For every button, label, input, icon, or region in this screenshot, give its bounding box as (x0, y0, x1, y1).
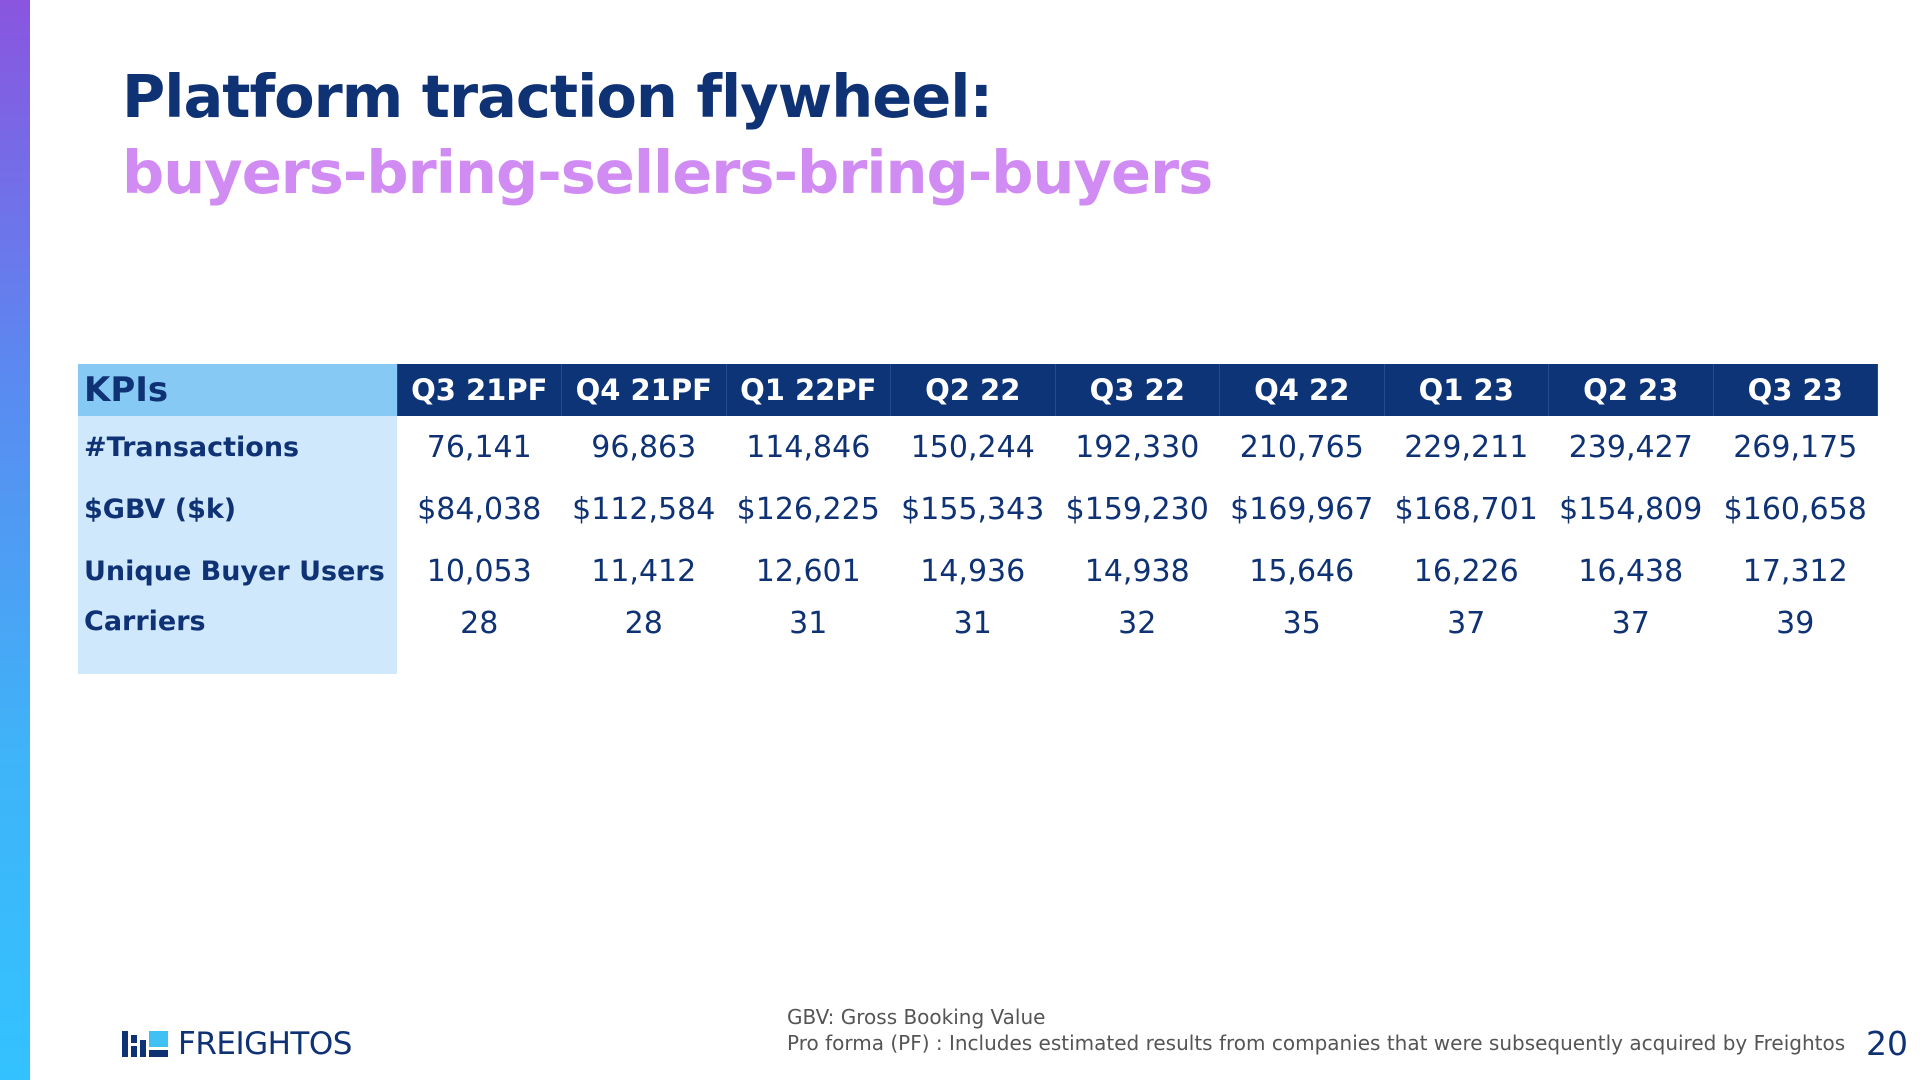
table-cell: 28 (624, 606, 663, 641)
table-cell: 114,846 (746, 429, 871, 465)
table-cell: 239,427 (1568, 429, 1693, 465)
table-row-transactions: #Transactions 76,141 96,863 114,846 150,… (78, 416, 1878, 478)
slide-title: Platform traction flywheel: (122, 62, 993, 131)
table-row-gbv: $GBV ($k) $84,038 $112,584 $126,225 $155… (78, 478, 1878, 540)
kpi-header-cell: KPIs (78, 364, 398, 416)
page-number: 20 (1866, 1024, 1908, 1063)
gradient-side-bar (0, 0, 30, 1080)
logo-text: FREIGHTOS (178, 1026, 352, 1062)
row-label: Unique Buyer Users (78, 540, 397, 602)
table-cell: 15,646 (1249, 553, 1355, 589)
table-header-row: KPIs Q3 21PF Q4 21PF Q1 22PF Q2 22 Q3 22… (78, 364, 1878, 416)
table-cell: 28 (460, 606, 499, 641)
table-cell: 10,053 (426, 553, 532, 589)
table-cell: 14,938 (1084, 553, 1190, 589)
table-cell: 11,412 (591, 553, 697, 589)
table-cell: $154,809 (1559, 491, 1703, 527)
column-header: Q4 21PF (561, 364, 727, 416)
table-cell: 14,936 (920, 553, 1026, 589)
table-cell: 150,244 (910, 429, 1035, 465)
column-header: Q3 23 (1713, 364, 1878, 416)
table-cell: 17,312 (1742, 553, 1848, 589)
table-row-carriers: Carriers 28 28 31 31 32 35 37 37 39 (78, 602, 1878, 674)
footnotes: GBV: Gross Booking Value Pro forma (PF) … (787, 1004, 1845, 1056)
table-cell: $160,658 (1723, 491, 1867, 527)
footnote-gbv: GBV: Gross Booking Value (787, 1005, 1046, 1029)
column-header: Q2 23 (1548, 364, 1714, 416)
table-cell: 35 (1282, 606, 1321, 641)
table-cell: 210,765 (1239, 429, 1364, 465)
column-header: Q2 22 (890, 364, 1056, 416)
table-cell: $155,343 (901, 491, 1045, 527)
column-header: Q3 21PF (397, 364, 562, 416)
table-cell: 229,211 (1404, 429, 1529, 465)
table-cell: $112,584 (572, 491, 716, 527)
table-cell: $84,038 (417, 491, 542, 527)
kpi-table: KPIs Q3 21PF Q4 21PF Q1 22PF Q2 22 Q3 22… (78, 364, 1878, 674)
table-cell: 269,175 (1733, 429, 1858, 465)
column-header: Q1 22PF (726, 364, 891, 416)
freightos-logo-icon (122, 1031, 168, 1057)
freightos-logo: FREIGHTOS (122, 1026, 352, 1062)
table-cell: 192,330 (1075, 429, 1200, 465)
table-cell: 31 (789, 606, 828, 641)
table-cell: 16,438 (1578, 553, 1684, 589)
slide-subtitle: buyers-bring-sellers-bring-buyers (122, 138, 1213, 207)
table-cell: 37 (1611, 606, 1650, 641)
table-cell: 39 (1776, 606, 1815, 641)
table-cell: $168,701 (1394, 491, 1538, 527)
table-cell: $169,967 (1230, 491, 1374, 527)
column-header: Q4 22 (1219, 364, 1385, 416)
table-cell: $159,230 (1065, 491, 1209, 527)
row-label: #Transactions (78, 416, 397, 478)
table-cell: 16,226 (1413, 553, 1519, 589)
table-cell: 37 (1447, 606, 1486, 641)
table-cell: 12,601 (755, 553, 861, 589)
column-header: Q1 23 (1384, 364, 1549, 416)
table-cell: 31 (953, 606, 992, 641)
table-cell: 76,141 (426, 429, 532, 465)
footnote-proforma: Pro forma (PF) : Includes estimated resu… (787, 1031, 1846, 1055)
table-row-unique-buyers: Unique Buyer Users 10,053 11,412 12,601 … (78, 540, 1878, 602)
row-label: Carriers (78, 602, 397, 674)
table-cell: 96,863 (591, 429, 697, 465)
column-header: Q3 22 (1055, 364, 1220, 416)
table-cell: $126,225 (736, 491, 880, 527)
row-label: $GBV ($k) (78, 478, 397, 540)
table-cell: 32 (1118, 606, 1157, 641)
